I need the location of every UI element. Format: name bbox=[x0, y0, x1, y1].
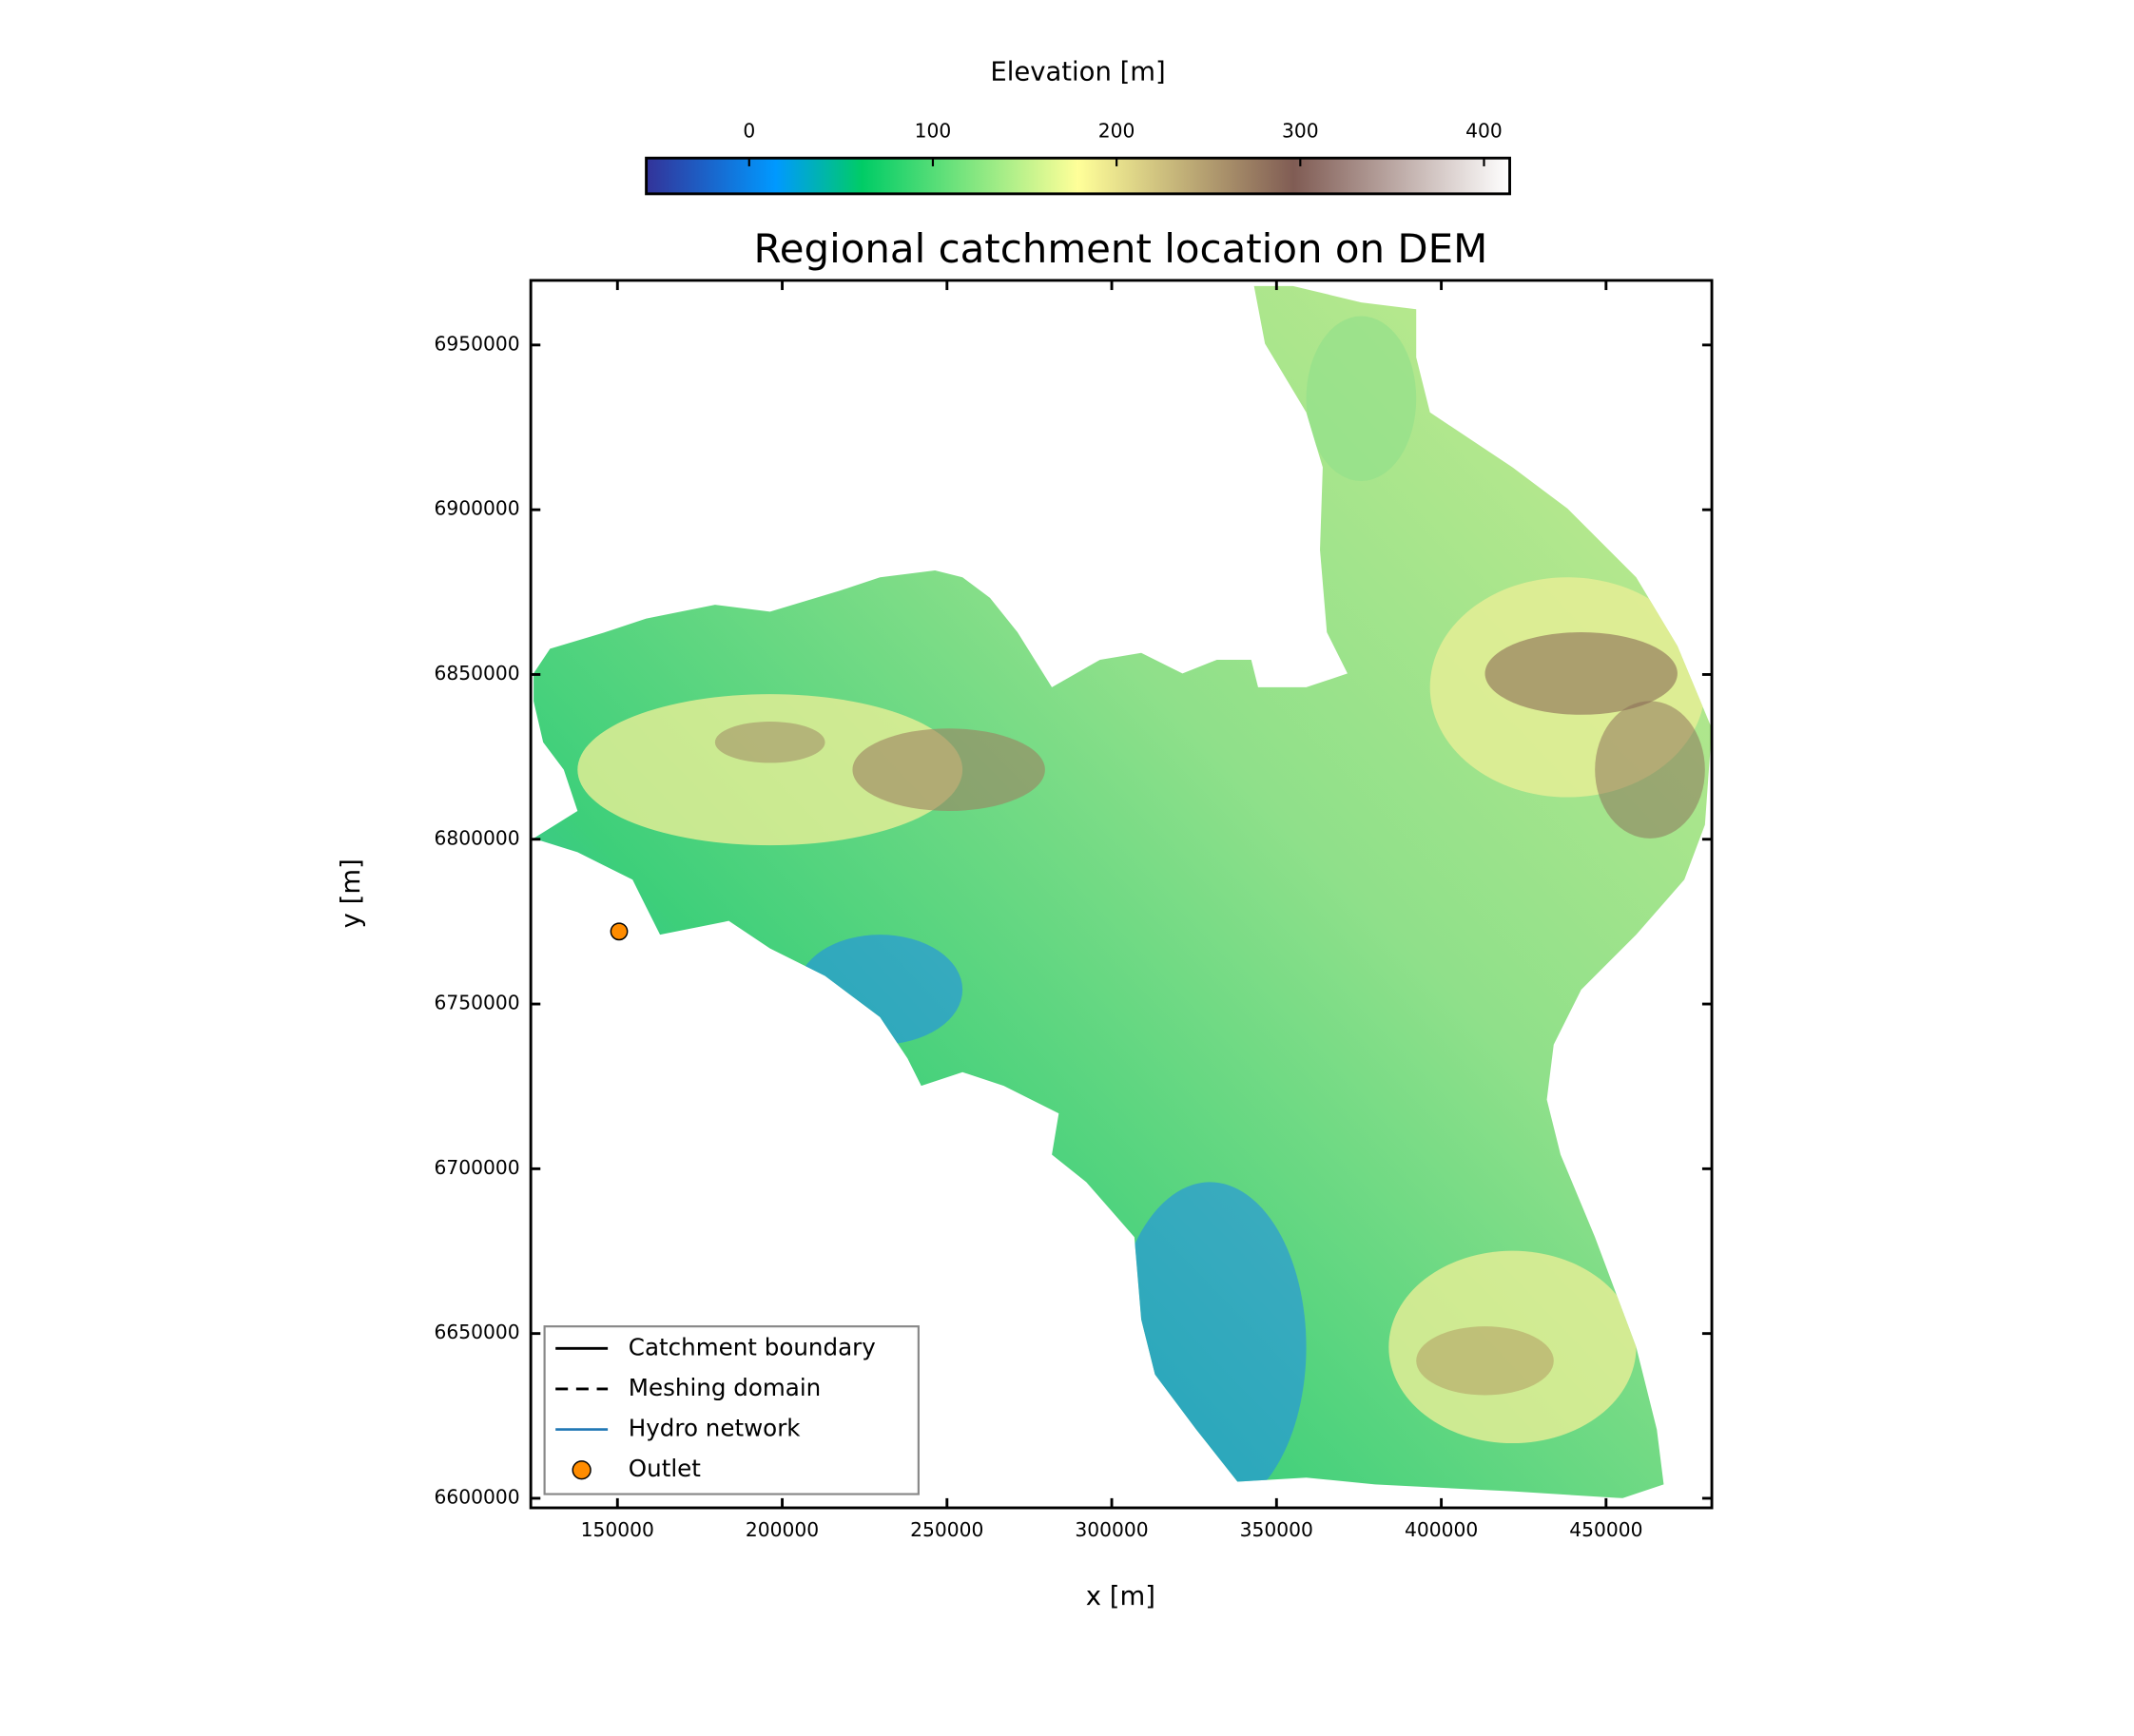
colorbar-tick-label: 200 bbox=[1098, 119, 1135, 142]
legend-label: Hydro network bbox=[629, 1415, 802, 1442]
y-tick-label: 6700000 bbox=[434, 1156, 519, 1179]
x-tick-label: 150000 bbox=[581, 1518, 654, 1541]
y-tick-label: 6750000 bbox=[434, 992, 519, 1014]
y-tick-label: 6600000 bbox=[434, 1485, 519, 1508]
y-tick-label: 6650000 bbox=[434, 1321, 519, 1343]
x-tick-label: 350000 bbox=[1240, 1518, 1313, 1541]
legend: Catchment boundary Meshing domain Hydro ne… bbox=[543, 1325, 920, 1495]
y-tick-label: 6950000 bbox=[434, 332, 519, 355]
legend-label: Outlet bbox=[629, 1455, 701, 1482]
axes-frame bbox=[529, 279, 1714, 1510]
colorbar-tick-label: 400 bbox=[1465, 119, 1503, 142]
colorbar-tick-label: 0 bbox=[743, 119, 755, 142]
legend-label: Catchment boundary bbox=[629, 1333, 876, 1360]
colorbar bbox=[645, 156, 1511, 196]
chart-title: Regional catchment location on DEM bbox=[753, 225, 1487, 272]
x-tick-label: 400000 bbox=[1405, 1518, 1478, 1541]
x-tick-label: 200000 bbox=[746, 1518, 819, 1541]
x-tick-label: 300000 bbox=[1075, 1518, 1148, 1541]
y-axis-label: y [m] bbox=[337, 858, 366, 928]
legend-marker bbox=[572, 1460, 592, 1480]
x-tick-label: 250000 bbox=[910, 1518, 983, 1541]
y-tick-label: 6850000 bbox=[434, 662, 519, 685]
colorbar-tick-label: 100 bbox=[915, 119, 952, 142]
x-tick-label: 450000 bbox=[1569, 1518, 1642, 1541]
y-tick-label: 6900000 bbox=[434, 497, 519, 520]
colorbar-tick-label: 300 bbox=[1282, 119, 1319, 142]
y-tick-label: 6800000 bbox=[434, 826, 519, 849]
outlet-point bbox=[610, 922, 629, 941]
x-axis-label: x [m] bbox=[1086, 1582, 1155, 1611]
colorbar-label: Elevation [m] bbox=[990, 58, 1165, 87]
legend-box bbox=[543, 1325, 920, 1495]
legend-label: Meshing domain bbox=[629, 1374, 821, 1401]
